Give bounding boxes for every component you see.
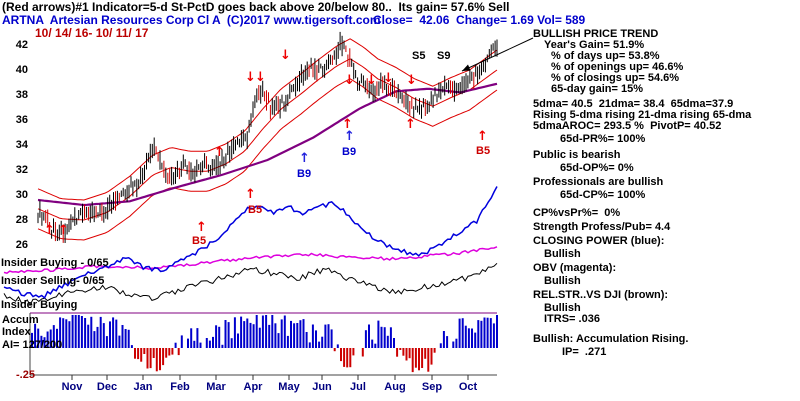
price-axis-label: 38 [15, 89, 28, 101]
stat-panel-line: 65d-OP%= 0% [560, 162, 634, 174]
signal-label: S9 [437, 50, 451, 62]
left-chart-label: Insider Buying [1, 299, 78, 311]
stat-panel-line: CP%vsPr%= 0% [533, 207, 621, 219]
stat-panel-line: Public is bearish [533, 149, 621, 161]
buy-signal-arrow-icon: ↑ [477, 129, 488, 144]
price-axis-label: 30 [15, 189, 28, 201]
month-label: Oct [458, 381, 478, 393]
stat-panel-line: ITRS= .036 [544, 313, 600, 325]
b9-buy-arrow-icon: ↑ [299, 151, 310, 166]
price-ohlc-bars [37, 31, 498, 243]
signal-label: B9 [297, 168, 312, 180]
stat-panel-line: Bullish [544, 275, 581, 287]
stat-panel-line: 5dma= 40.5 21dma= 38.4 65dma=37.9 [533, 98, 734, 110]
stat-panel-line: Rising 5-dma rising 21-dma rising 65-dma [533, 109, 752, 121]
upper-band-line [37, 38, 498, 201]
month-label: Dec [96, 381, 118, 393]
stat-panel-line: 65-day gain= 15% [551, 83, 644, 95]
closing-power-line [3, 186, 498, 299]
left-chart-label: -.25 [16, 369, 35, 381]
month-ticks [71, 375, 469, 380]
peak-pointer-arrowhead [462, 64, 471, 71]
buy-signal-arrow-icon: ↑ [44, 223, 55, 238]
stat-panel-line: % of openings up= 46.6% [551, 61, 684, 73]
stat-panel-line: CLOSING POWER (blue): [533, 235, 665, 247]
price-axis-label: 32 [15, 164, 28, 176]
dma21-line [37, 58, 498, 221]
left-chart-label: Insider Selling- 0/65 [1, 275, 105, 287]
sell-signal-arrow-icon: ↓ [280, 48, 291, 63]
month-label: Jan [133, 381, 153, 393]
buy-signal-arrow-icon: ↑ [196, 220, 207, 235]
signal-label: S5 [412, 50, 426, 62]
stat-panel-line: Bullish: Accumulation Rising. [533, 333, 689, 345]
sell-signal-arrow-icon: ↓ [406, 73, 417, 88]
stat-panel-line: Bullish [544, 248, 581, 260]
b9-buy-arrow-icon: ↑ [344, 129, 355, 144]
month-label: Aug [384, 381, 406, 393]
obv-line [3, 246, 498, 275]
stat-panel-line: Strength Profess/Pub= 4.4 [533, 221, 671, 233]
sell-signal-arrow-icon: ↓ [366, 73, 377, 88]
month-label: Jun [312, 381, 332, 393]
symbol-title: ARTNA Artesian Resources Corp Cl A (C)20… [2, 13, 381, 27]
stat-panel-line: 65d-PR%= 100% [560, 133, 646, 145]
price-axis-label: 26 [15, 239, 28, 251]
month-label: Mar [206, 381, 226, 393]
stat-panel-line: Year's Gain= 51.9% [544, 39, 645, 51]
buy-signal-arrow-icon: ↑ [214, 145, 225, 160]
date-range: 10/ 14/ 16- 10/ 11/ 17 [35, 26, 149, 40]
buy-signal-arrow-icon: ↑ [58, 223, 69, 238]
price-axis-label: 40 [15, 64, 28, 76]
signal-label: B5 [476, 145, 491, 157]
buy-signal-arrow-icon: ↑ [245, 187, 256, 202]
left-chart-label: AI= 127/200 [2, 339, 63, 351]
dma65-line [37, 82, 498, 207]
buy-signal-arrow-icon: ↑ [342, 117, 353, 132]
sell-signal-arrow-icon: ↓ [245, 70, 256, 85]
left-chart-label: Accum [2, 314, 39, 326]
left-chart-label: Insider Buying - 0/65 [1, 257, 109, 269]
month-label: Sep [421, 381, 443, 393]
stat-panel-line: % of closings up= 54.6% [551, 72, 680, 84]
stat-panel-line: Bullish [544, 302, 581, 314]
left-chart-label: Index [2, 326, 31, 338]
price-axis-label: 28 [15, 214, 28, 226]
price-axis-label: 36 [15, 114, 28, 126]
sell-signal-arrow-icon: ↓ [255, 70, 266, 85]
signal-label: B5 [248, 204, 263, 216]
peak-pointer-arrow [461, 37, 534, 72]
sell-signal-arrow-icon: ↓ [383, 71, 394, 86]
stat-panel-line: 5dmaAROC= 293.5 % PivotP= 40.52 [533, 120, 722, 132]
stat-panel-line: OBV (magenta): [533, 262, 617, 274]
month-label: Nov [61, 381, 83, 393]
signal-label: B5 [192, 235, 207, 247]
lower-band-line [37, 78, 498, 241]
quote-summary: Close= 42.06 Change= 1.69 Vol= 589 [373, 13, 586, 27]
month-label: Apr [243, 381, 263, 393]
stat-panel-line: IP= .271 [562, 346, 607, 358]
price-axis-label: 42 [15, 39, 28, 51]
stat-panel-line: % of days up= 53.8% [551, 50, 660, 62]
month-label: Feb [170, 381, 190, 393]
signal-label: B9 [342, 146, 357, 158]
indicator-signal-header: (Red arrows)#1 Indicator=5-d St-PctD goe… [2, 0, 510, 14]
accumulation-bars [31, 315, 498, 373]
sell-signal-arrow-icon: ↓ [344, 73, 355, 88]
rel-strength-line [3, 262, 498, 306]
price-axis-label: 34 [15, 139, 28, 151]
month-label: Jul [350, 381, 366, 393]
buy-signal-arrow-icon: ↑ [405, 117, 416, 132]
stat-panel-line: Professionals are bullish [533, 176, 664, 188]
stat-panel-line: BULLISH PRICE TREND [533, 28, 659, 40]
stat-panel-line: 65d-CP%= 100% [560, 189, 646, 201]
month-label: May [278, 381, 300, 393]
stat-panel-line: REL.STR..VS DJI (brown): [533, 289, 669, 301]
